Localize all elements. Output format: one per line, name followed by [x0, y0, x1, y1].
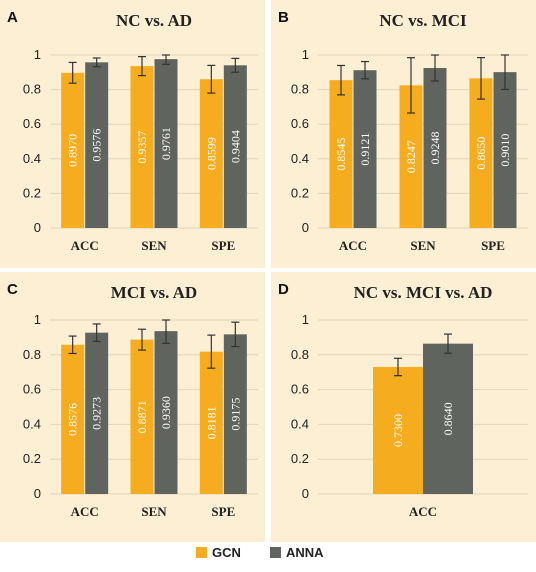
panel-title: NC vs. MCI vs. AD — [354, 283, 493, 302]
bar-value-label: 0.7300 — [391, 414, 405, 447]
y-tick-label: 0.2 — [23, 451, 41, 466]
panel-d: D NC vs. MCI vs. AD 0 0.2 0.4 0.6 0.8 1 0.7300 0.… — [271, 272, 536, 542]
panel-c: C MCI vs. AD 0 0.2 0.4 0.6 0.8 1 0.8576 0.9273 ACC… — [0, 272, 265, 542]
bar-anna — [423, 68, 447, 228]
y-tick-label: 0.6 — [291, 116, 309, 131]
bar-value-label: 0.9360 — [159, 396, 173, 429]
bar-value-label: 0.8599 — [204, 137, 218, 170]
y-tick-label: 0 — [302, 220, 309, 235]
bar-value-label: 0.9010 — [498, 134, 512, 167]
category-label: ACC — [339, 238, 367, 253]
bar-gcn — [399, 85, 423, 228]
y-tick-label: 0.8 — [291, 82, 309, 97]
y-tick-label: 1 — [302, 312, 309, 327]
bar-anna — [85, 332, 109, 494]
y-tick-label: 0.8 — [23, 347, 41, 362]
legend-label-anna: ANNA — [286, 545, 324, 560]
panel-title: MCI vs. AD — [111, 283, 197, 302]
y-tick-label: 0.6 — [23, 116, 41, 131]
panel-a: A NC vs. AD 0 0.2 0.4 0.6 0.8 1 0.8970 0.9576 ACC 0… — [0, 0, 265, 268]
bar-gcn — [373, 366, 423, 494]
y-tick-label: 0 — [302, 486, 309, 501]
category-label: SPE — [211, 238, 235, 253]
y-tick-label: 0.4 — [291, 416, 309, 431]
bar-anna — [353, 70, 377, 229]
category-label: ACC — [409, 504, 437, 519]
category-label: SPE — [481, 238, 505, 253]
y-tick-label: 0.8 — [291, 347, 309, 362]
bar-gcn — [199, 79, 223, 228]
panel-letter: A — [7, 9, 18, 26]
category-label: SEN — [410, 238, 436, 253]
legend: GCN ANNA — [196, 545, 324, 560]
bar-gcn — [61, 72, 85, 228]
y-tick-label: 0 — [34, 220, 41, 235]
bar-value-label: 0.9273 — [90, 397, 104, 430]
legend-label-gcn: GCN — [212, 545, 241, 560]
y-tick-label: 0.2 — [291, 451, 309, 466]
category-label: SPE — [211, 504, 235, 519]
panel-letter: B — [278, 9, 289, 26]
bar-anna — [85, 62, 109, 228]
bar-value-label: 0.9576 — [90, 129, 104, 162]
y-tick-label: 1 — [302, 47, 309, 62]
bar-value-label: 0.9175 — [228, 398, 242, 431]
panel-letter: C — [7, 281, 18, 298]
bar-value-label: 0.9121 — [358, 133, 372, 166]
bar-value-label: 0.8970 — [66, 134, 80, 167]
panel-title: NC vs. AD — [116, 11, 192, 30]
legend-swatch-anna — [270, 547, 281, 558]
bar-value-label: 0.8181 — [204, 406, 218, 439]
bar-gcn — [61, 344, 85, 494]
y-tick-label: 0.6 — [291, 382, 309, 397]
bar-gcn — [329, 80, 353, 228]
panel-b: B NC vs. MCI 0 0.2 0.4 0.6 0.8 1 0.8545 0.9121 ACC… — [271, 0, 536, 268]
panels: A NC vs. AD 0 0.2 0.4 0.6 0.8 1 0.8970 0.9576 ACC 0… — [0, 0, 536, 542]
bar-value-label: 0.8545 — [334, 138, 348, 171]
y-tick-label: 0.2 — [23, 185, 41, 200]
bar-value-label: 0.9248 — [428, 132, 442, 165]
y-tick-label: 1 — [34, 47, 41, 62]
bar-gcn — [469, 78, 493, 228]
bar-anna — [154, 331, 178, 494]
bar-anna — [223, 65, 247, 229]
y-tick-label: 0.8 — [23, 82, 41, 97]
category-label: SEN — [141, 238, 167, 253]
bar-value-label: 0.8247 — [404, 140, 418, 173]
y-tick-label: 0.4 — [23, 416, 41, 431]
bar-value-label: 0.9761 — [159, 127, 173, 160]
legend-swatch-gcn — [196, 547, 207, 558]
bar-gcn — [130, 339, 154, 494]
y-tick-label: 1 — [34, 312, 41, 327]
bar-value-label: 0.8576 — [66, 403, 80, 436]
category-label: SEN — [141, 504, 167, 519]
bar-value-label: 0.9357 — [135, 131, 149, 164]
bar-gcn — [130, 66, 154, 228]
bar-value-label: 0.8871 — [135, 400, 149, 433]
bar-value-label: 0.8640 — [441, 402, 455, 435]
panel-title: NC vs. MCI — [379, 11, 467, 30]
y-tick-label: 0 — [34, 486, 41, 501]
bar-anna — [223, 334, 247, 494]
bar-value-label: 0.8650 — [474, 137, 488, 170]
bar-gcn — [199, 351, 223, 494]
bar-anna — [423, 343, 473, 494]
y-tick-label: 0.4 — [291, 151, 309, 166]
bar-anna — [154, 59, 178, 228]
category-label: ACC — [71, 504, 99, 519]
bar-value-label: 0.9404 — [228, 130, 242, 163]
panel-letter: D — [278, 281, 289, 298]
bar-anna — [493, 72, 517, 228]
y-tick-label: 0.4 — [23, 151, 41, 166]
category-label: ACC — [71, 238, 99, 253]
y-tick-label: 0.2 — [291, 185, 309, 200]
y-tick-label: 0.6 — [23, 382, 41, 397]
